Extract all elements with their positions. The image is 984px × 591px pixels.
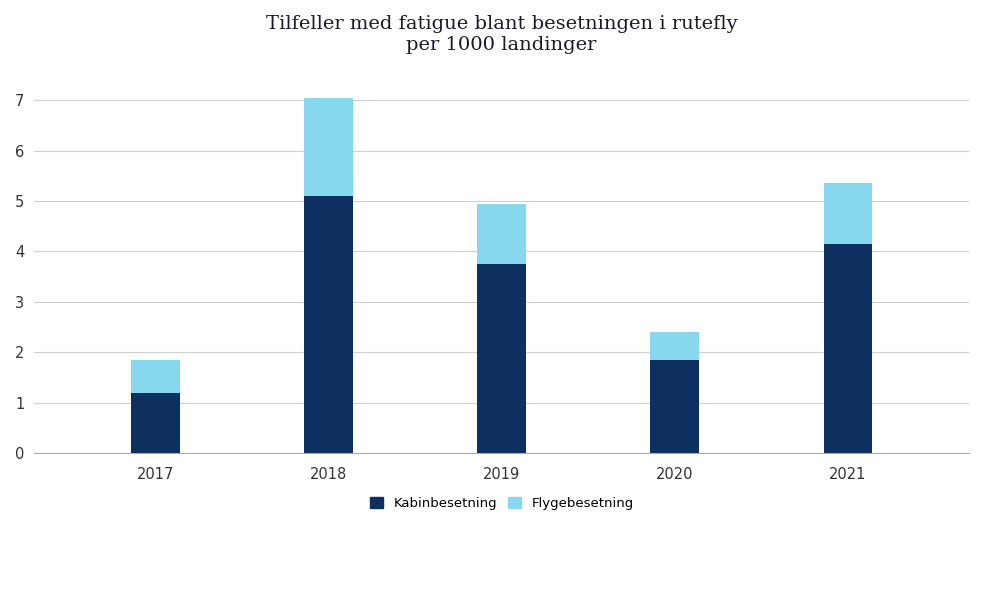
Bar	[304, 196, 352, 453]
Bar	[477, 203, 525, 264]
Title: Tilfeller med fatigue blant besetningen i rutefly
per 1000 landinger: Tilfeller med fatigue blant besetningen …	[266, 15, 737, 54]
Bar	[824, 244, 872, 453]
Legend: Kabinbesetning, Flygebesetning: Kabinbesetning, Flygebesetning	[364, 491, 639, 515]
Bar	[650, 360, 699, 453]
Bar	[131, 360, 179, 393]
Bar	[304, 98, 352, 196]
Bar	[824, 183, 872, 244]
Bar	[131, 393, 179, 453]
Bar	[477, 264, 525, 453]
Bar	[650, 332, 699, 360]
